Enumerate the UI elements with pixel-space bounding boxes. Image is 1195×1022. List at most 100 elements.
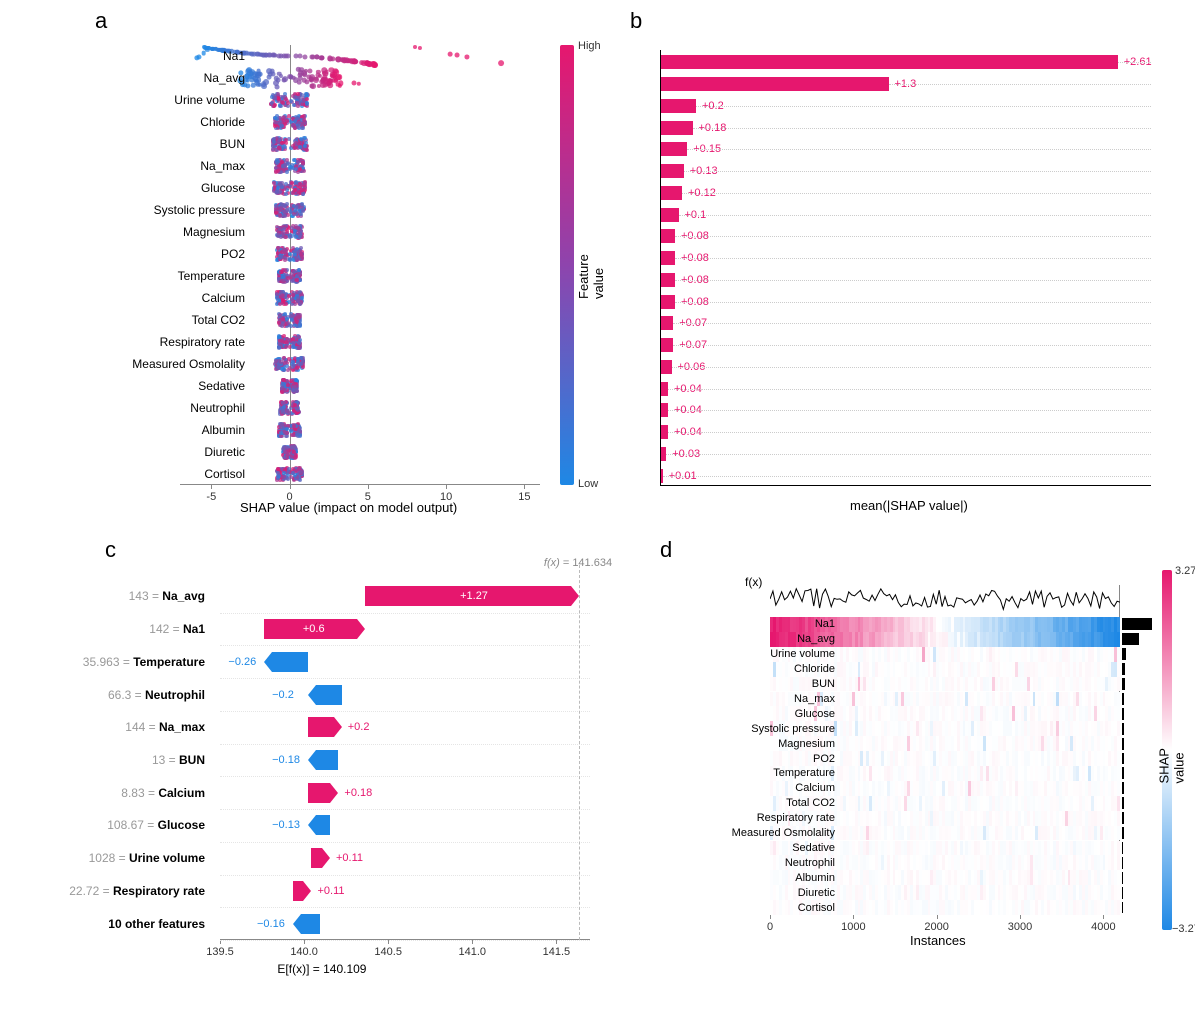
panel-c-bar-value: +0.6 — [303, 623, 325, 635]
panel-d-xtick: 4000 — [1091, 921, 1115, 933]
shap-dot — [323, 72, 328, 77]
shap-dot — [302, 169, 306, 173]
shap-dot — [276, 246, 280, 250]
panel-d-heatmap: 01000200030004000 Instances 3.274 −3.274… — [640, 545, 1195, 995]
panel-d-colorbar-title: SHAP value — [1157, 737, 1187, 784]
shap-dot — [272, 181, 276, 185]
shap-dot — [310, 83, 316, 89]
shap-dot — [281, 317, 285, 321]
panel-a-colorbar-title: Feature value — [576, 241, 606, 299]
panel-a-xtick: 15 — [518, 491, 530, 503]
shap-dot — [303, 185, 307, 189]
panel-c-arrowhead — [293, 914, 301, 934]
shap-dot — [299, 470, 303, 474]
panel-a-feature-label: Total CO2 — [105, 313, 245, 327]
panel-c-plot-area: 139.5140.0140.5141.0141.5+1.27143 = Na_a… — [220, 580, 590, 940]
panel-b-gridline — [1118, 62, 1151, 63]
shap-dot — [287, 411, 291, 415]
shap-dot — [286, 53, 291, 58]
panel-c-bar — [316, 815, 330, 835]
shap-dot — [275, 158, 279, 162]
panel-a-feature-label: Systolic pressure — [105, 203, 245, 217]
panel-c-waterfall: 139.5140.0140.5141.0141.5+1.27143 = Na_a… — [30, 545, 620, 995]
panel-d-importance-bar — [1122, 633, 1139, 645]
shap-dot — [292, 270, 296, 274]
shap-dot — [278, 313, 282, 317]
panel-a-feature-label: Neutrophil — [105, 401, 245, 415]
shap-dot — [293, 403, 297, 407]
panel-c-xtick: 141.5 — [543, 946, 571, 958]
panel-d-importance-bar — [1122, 797, 1124, 809]
panel-c-bar-value: +0.18 — [344, 787, 372, 799]
panel-b-gridline — [675, 280, 1151, 281]
panel-c-feature-label: 108.67 = Glucose — [107, 818, 205, 832]
panel-c-feature-label: 142 = Na1 — [149, 622, 205, 636]
shap-dot — [273, 116, 277, 120]
panel-a-feature-label: Glucose — [105, 181, 245, 195]
shap-dot — [291, 365, 295, 369]
panel-a-feature-label: Chloride — [105, 115, 245, 129]
shap-dot — [284, 340, 288, 344]
panel-d-feature-label: Neutrophil — [785, 857, 835, 869]
panel-d-feature-label: Glucose — [795, 708, 835, 720]
shap-dot — [273, 103, 277, 107]
panel-c-xtick: 141.0 — [459, 946, 487, 958]
shap-dot — [249, 69, 255, 75]
panel-d-importance-bar — [1122, 723, 1124, 735]
panel-a-feature-label: Sedative — [105, 379, 245, 393]
panel-b-bar — [661, 316, 673, 330]
panel-d-xtick: 3000 — [1008, 921, 1032, 933]
panel-b-gridline — [675, 236, 1151, 237]
panel-b-gridline — [889, 84, 1152, 85]
panel-d-importance-bar — [1122, 872, 1123, 884]
panel-a-colorbar-high: High — [578, 40, 601, 52]
panel-b-bar — [661, 273, 675, 287]
shap-dot — [278, 213, 282, 217]
panel-b-gridline — [679, 215, 1152, 216]
shap-dot — [297, 335, 301, 339]
shap-dot — [305, 97, 309, 101]
shap-dot — [294, 235, 298, 239]
panel-c-fx-marker — [579, 565, 580, 940]
panel-d-importance-bar — [1122, 693, 1124, 705]
shap-dot — [279, 183, 283, 187]
panel-c-bar-value: +1.27 — [460, 590, 488, 602]
shap-dot — [273, 124, 277, 128]
panel-c-arrowhead — [357, 619, 365, 639]
panel-c-xtick: 139.5 — [206, 946, 234, 958]
panel-c-feature-label: 13 = BUN — [152, 753, 205, 767]
shap-dot — [283, 312, 287, 316]
panel-c-feature-label: 35.963 = Temperature — [83, 655, 205, 669]
shap-dot — [279, 104, 283, 108]
panel-c-bar — [272, 652, 308, 672]
panel-c-bar-value: −0.2 — [272, 689, 294, 701]
panel-b-gridline — [684, 171, 1151, 172]
panel-d-feature-label: BUN — [812, 678, 835, 690]
panel-b-gridline — [673, 345, 1151, 346]
panel-a-feature-label: Na1 — [105, 49, 245, 63]
shap-dot — [296, 125, 300, 129]
shap-dot — [294, 256, 298, 260]
panel-a-feature-label: Diuretic — [105, 445, 245, 459]
shap-dot — [278, 302, 282, 306]
panel-a-xlabel: SHAP value (impact on model output) — [240, 500, 457, 515]
shap-dot — [293, 119, 297, 123]
shap-dot — [294, 180, 298, 184]
shap-dot — [282, 334, 286, 338]
panel-d-importance-bar — [1122, 812, 1124, 824]
shap-dot — [286, 477, 290, 481]
shap-dot — [323, 83, 328, 88]
panel-c-bar — [301, 914, 320, 934]
shap-dot — [276, 169, 280, 173]
panel-c-bar-value: +0.2 — [348, 721, 370, 733]
shap-dot — [270, 53, 275, 58]
shap-dot — [278, 342, 282, 346]
shap-dot — [277, 146, 281, 150]
panel-a-plot-area: -5051015 — [180, 45, 540, 485]
panel-a-feature-label: Respiratory rate — [105, 335, 245, 349]
shap-dot — [283, 145, 287, 149]
shap-dot — [301, 126, 305, 130]
shap-dot — [298, 145, 302, 149]
shap-dot — [299, 212, 303, 216]
shap-dot — [285, 119, 289, 123]
